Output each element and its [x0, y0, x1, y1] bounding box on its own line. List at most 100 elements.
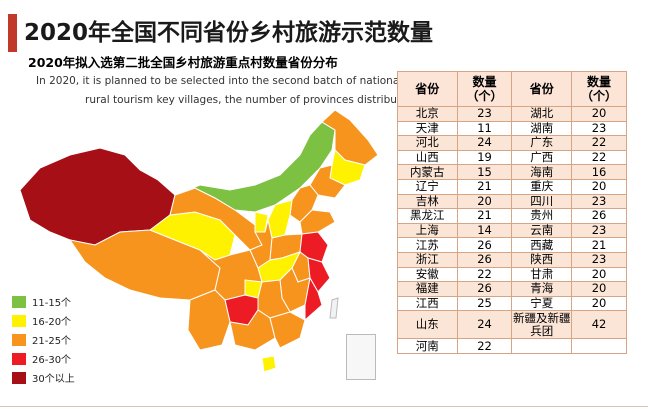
cell-count: 19 — [456, 149, 513, 166]
cell-province: 黑龙江 — [397, 208, 458, 224]
legend-item: 11-15个 — [12, 292, 75, 311]
region-guangdong — [269, 311, 306, 349]
cell-count: 20 — [571, 281, 627, 297]
legend-swatch — [12, 352, 26, 365]
bottom-divider — [0, 406, 648, 407]
table-row: 天津 11 湖南 23 — [397, 120, 627, 137]
english-subtitle-line1: In 2020, it is planned to be selected in… — [36, 75, 403, 87]
table-row: 黑龙江 21 贵州 26 — [397, 208, 627, 224]
table-row: 山东 24 新疆及新疆 兵团 42 — [397, 310, 627, 340]
header-count-right: 数量 （个） — [571, 71, 627, 107]
cell-province — [511, 338, 573, 354]
cell-count: 26 — [571, 208, 627, 224]
cell-count: 22 — [456, 338, 513, 354]
cell-province: 贵州 — [511, 208, 573, 224]
cell-province: 湖北 — [511, 106, 573, 122]
region-fujian — [304, 276, 323, 322]
cell-province: 江苏 — [397, 237, 458, 253]
region-heilongjiang — [321, 109, 379, 166]
region-yunnan — [187, 289, 231, 351]
cell-count: 15 — [456, 164, 513, 180]
legend-label: 11-15个 — [32, 298, 72, 309]
legend-label: 26-30个 — [32, 355, 72, 366]
table-row: 北京 23 湖北 20 — [397, 106, 627, 122]
cell-province: 辽宁 — [397, 178, 458, 195]
legend-swatch — [12, 371, 26, 384]
cell-province: 河南 — [397, 338, 458, 354]
cell-province: 山西 — [397, 149, 458, 166]
legend-item: 16-20个 — [12, 311, 75, 330]
south-china-sea-inset — [346, 334, 376, 380]
cell-count: 11 — [456, 120, 513, 137]
cell-count: 20 — [571, 178, 627, 195]
cell-count: 16 — [571, 164, 627, 180]
table-body: 北京 23 湖北 20 天津 11 湖南 23 河北 24 广东 22 山西 19 广西 22 内蒙古 15 海南 1… — [397, 106, 627, 354]
table-row: 上海 14 云南 23 — [397, 222, 627, 239]
table-row: 福建 26 青海 20 — [397, 281, 627, 297]
table-row: 江苏 26 西藏 21 — [397, 237, 627, 253]
legend-swatch — [12, 314, 26, 327]
table-row: 山西 19 广西 22 — [397, 149, 627, 166]
cell-province: 北京 — [397, 106, 458, 122]
cell-province: 天津 — [397, 120, 458, 137]
cell-count: 24 — [456, 310, 513, 340]
region-inner-mongolia — [174, 121, 336, 213]
cell-province: 甘肃 — [511, 266, 573, 283]
cell-province: 广东 — [511, 135, 573, 151]
cell-province-line2: 兵团 — [530, 323, 554, 338]
legend-label: 21-25个 — [32, 336, 72, 347]
cell-province-line1: 新疆及新疆 — [513, 310, 571, 325]
cell-count: 24 — [456, 135, 513, 151]
legend-item: 30个以上 — [12, 368, 75, 387]
header-count-line2: （个） — [466, 89, 503, 103]
table-header-row: 省份 数量 （个） 省份 数量 （个） — [397, 71, 627, 107]
china-province-map — [19, 109, 379, 373]
cell-province: 湖南 — [511, 120, 573, 137]
cell-count: 20 — [456, 193, 513, 210]
cell-count: 21 — [456, 178, 513, 195]
cell-province: 吉林 — [397, 193, 458, 210]
title-accent-bar — [8, 14, 17, 52]
chart-legend: 11-15个 16-20个 21-25个 26-30个 30个以上 — [12, 292, 75, 387]
english-subtitle-line2: rural tourism key villages, the number o… — [85, 94, 418, 106]
page-title: 2020年全国不同省份乡村旅游示范数量 — [24, 20, 434, 46]
table-row: 吉林 20 四川 23 — [397, 193, 627, 210]
cell-count: 26 — [456, 251, 513, 268]
cell-province: 宁夏 — [511, 295, 573, 312]
header-count-left: 数量 （个） — [456, 71, 513, 107]
cell-province: 浙江 — [397, 251, 458, 268]
region-taiwan — [329, 297, 339, 319]
cell-count: 23 — [571, 251, 627, 268]
table-row: 江西 25 宁夏 20 — [397, 295, 627, 312]
cell-count: 23 — [571, 193, 627, 210]
cell-province: 云南 — [511, 222, 573, 239]
cell-count — [571, 338, 627, 354]
cell-province: 江西 — [397, 295, 458, 312]
cell-province: 安徽 — [397, 266, 458, 283]
cell-province: 山东 — [397, 310, 458, 340]
cell-count: 20 — [571, 266, 627, 283]
cell-count: 26 — [456, 237, 513, 253]
header-count-line1: 数量 — [587, 75, 612, 89]
cell-count: 20 — [571, 295, 627, 312]
cell-province: 西藏 — [511, 237, 573, 253]
table-row: 安徽 22 甘肃 20 — [397, 266, 627, 283]
cell-province: 重庆 — [511, 178, 573, 195]
cell-province: 内蒙古 — [397, 164, 458, 180]
cell-province: 陕西 — [511, 251, 573, 268]
cell-count: 42 — [571, 310, 627, 340]
cell-province: 四川 — [511, 193, 573, 210]
cell-count: 23 — [456, 106, 513, 122]
cell-count: 26 — [456, 281, 513, 297]
cell-province: 青海 — [511, 281, 573, 297]
cell-count: 23 — [571, 120, 627, 137]
header-count-line1: 数量 — [472, 75, 497, 89]
table-row: 河北 24 广东 22 — [397, 135, 627, 151]
cell-province: 新疆及新疆 兵团 — [511, 310, 573, 340]
cell-count: 25 — [456, 295, 513, 312]
header-count-line2: （个） — [581, 89, 618, 103]
cell-count: 21 — [571, 237, 627, 253]
cell-count: 23 — [571, 222, 627, 239]
cell-province: 海南 — [511, 164, 573, 180]
cell-province: 河北 — [397, 135, 458, 151]
